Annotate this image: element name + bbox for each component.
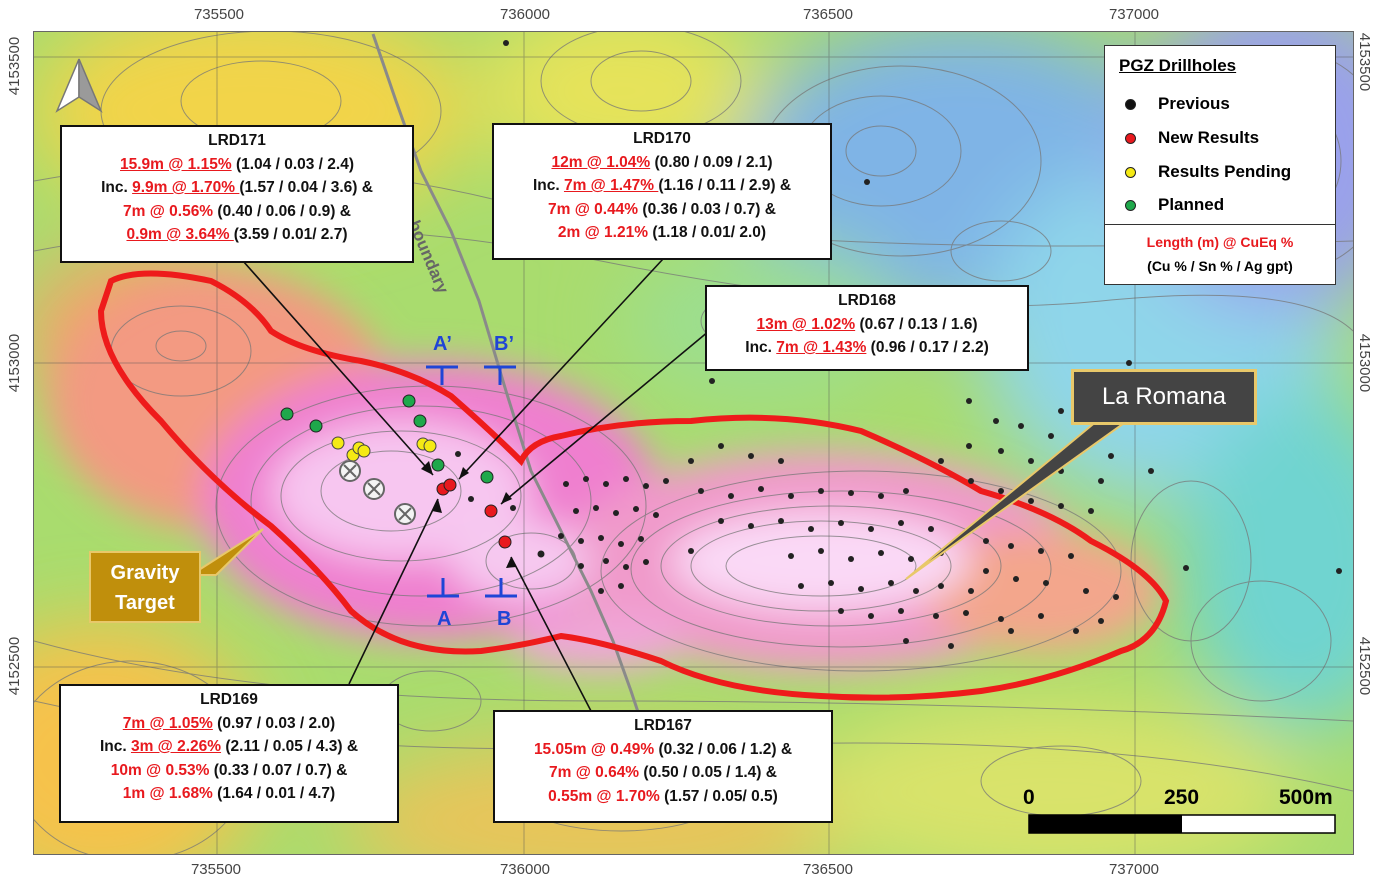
section-b-label: B xyxy=(497,608,512,630)
lrd169-interval-3: 10m @ 0.53% xyxy=(110,761,210,779)
gravity-target-line2: Target xyxy=(115,592,175,614)
x-tick-top-3: 736500 xyxy=(802,6,854,23)
lrd169-assay-2: (2.11 / 0.05 / 4.3) & xyxy=(221,738,359,755)
legend-item-previous: Previous xyxy=(1125,94,1230,114)
lrd167-interval-3: 0.55m @ 1.70% xyxy=(548,787,660,805)
lrd170-interval-3: 7m @ 0.44% xyxy=(548,200,639,218)
dot-icon xyxy=(1125,199,1136,211)
lrd171-assay-3: (0.40 / 0.06 / 0.9) & xyxy=(213,202,351,220)
lrd169-assay-4: (1.64 / 0.01 / 4.7) xyxy=(212,785,336,802)
lrd168-interval-1: 13m @ 1.02% xyxy=(756,315,856,333)
lrd170-assay-1: (0.80 / 0.09 / 2.1) xyxy=(650,153,773,171)
legend-formula-1: Length (m) @ CuEq % xyxy=(1146,234,1294,250)
lrd171-assay-4: (3.59 / 0.01/ 2.7) xyxy=(233,226,348,243)
lrd170-assay-3: (0.36 / 0.03 / 0.7) & xyxy=(638,200,776,218)
scale-label-500m: 500m xyxy=(1279,786,1333,809)
lrd171-title: LRD171 xyxy=(208,132,266,149)
x-tick-top-4: 737000 xyxy=(1108,6,1160,23)
lrd169-assay-3: (0.33 / 0.07 / 0.7) & xyxy=(209,761,348,779)
la-romana-text: La Romana xyxy=(1101,383,1227,410)
y-tick-left-2: 4153000 xyxy=(6,333,23,393)
y-tick-left-1: 4153500 xyxy=(6,36,23,96)
lrd167-assay-1: (0.32 / 0.06 / 1.2) & xyxy=(654,740,793,758)
lrd171-interval-1: 15.9m @ 1.15% xyxy=(120,155,232,173)
lrd168-title: LRD168 xyxy=(838,292,896,309)
lrd167-interval-1: 15.05m @ 0.49% xyxy=(533,740,655,758)
lrd170-title: LRD170 xyxy=(633,130,691,147)
lrd169-interval-2: 3m @ 2.26% xyxy=(130,738,222,755)
lrd168-inc-prefix: Inc. xyxy=(745,339,777,356)
callout-lrd170: LRD170 12m @ 1.04% (0.80 / 0.09 / 2.1) I… xyxy=(492,123,832,260)
legend-formula-2: (Cu % / Sn % / Ag gpt) xyxy=(1147,258,1293,274)
x-tick-bottom-4: 737000 xyxy=(1108,861,1160,878)
lrd168-interval-2: 7m @ 1.43% xyxy=(776,339,867,356)
gravity-target-line1: Gravity xyxy=(110,562,180,584)
y-tick-left-3: 4152500 xyxy=(6,636,23,696)
legend-title: PGZ Drillholes xyxy=(1119,56,1237,75)
lrd170-assay-4: (1.18 / 0.01/ 2.0) xyxy=(648,224,767,241)
scale-label-250: 250 xyxy=(1164,786,1200,809)
lrd171-interval-4: 0.9m @ 3.64% xyxy=(126,226,234,243)
gravity-target-label: Gravity Target xyxy=(89,551,201,623)
dot-icon xyxy=(1125,132,1136,144)
section-a-prime-label: A’ xyxy=(433,333,452,355)
x-tick-bottom-2: 736000 xyxy=(499,861,551,878)
section-a-label: A xyxy=(437,608,452,630)
legend: PGZ Drillholes Previous New Results Resu… xyxy=(1104,45,1336,285)
callout-lrd171: LRD171 15.9m @ 1.15% (1.04 / 0.03 / 2.4)… xyxy=(60,125,414,263)
lrd167-assay-3: (1.57 / 0.05/ 0.5) xyxy=(659,787,778,805)
x-tick-top-2: 736000 xyxy=(499,6,551,23)
lrd168-assay-2: (0.96 / 0.17 / 2.2) xyxy=(866,339,989,356)
lrd169-title: LRD169 xyxy=(200,691,258,708)
lrd167-assay-2: (0.50 / 0.05 / 1.4) & xyxy=(639,764,777,781)
legend-label-new-results: New Results xyxy=(1158,128,1260,147)
legend-item-pending: Results Pending xyxy=(1125,162,1291,182)
legend-label-planned: Planned xyxy=(1158,195,1225,214)
legend-label-previous: Previous xyxy=(1158,94,1230,113)
legend-divider xyxy=(1105,224,1335,225)
lrd170-interval-2: 7m @ 1.47% xyxy=(563,177,659,194)
y-tick-right-2: 4153000 xyxy=(1356,333,1373,393)
lrd171-interval-2: 9.9m @ 1.70% xyxy=(132,179,240,196)
lrd171-assay-2: (1.57 / 0.04 / 3.6) & xyxy=(239,179,373,196)
section-b-prime-label: B’ xyxy=(494,333,514,355)
lrd171-inc-prefix: Inc. xyxy=(101,179,133,196)
legend-item-planned: Planned xyxy=(1125,195,1224,215)
x-tick-bottom-1: 735500 xyxy=(190,861,242,878)
lrd169-interval-1: 7m @ 1.05% xyxy=(122,714,213,732)
legend-label-pending: Results Pending xyxy=(1158,162,1292,181)
lrd170-interval-1: 12m @ 1.04% xyxy=(551,153,651,171)
lrd170-interval-4: 2m @ 1.21% xyxy=(557,224,649,241)
y-tick-right-1: 4153500 xyxy=(1356,32,1373,92)
lrd167-interval-2: 7m @ 0.64% xyxy=(549,764,640,781)
la-romana-label: La Romana xyxy=(1071,369,1257,425)
lrd171-assay-1: (1.04 / 0.03 / 2.4) xyxy=(231,155,354,173)
lrd170-assay-2: (1.16 / 0.11 / 2.9) & xyxy=(658,177,792,194)
lrd168-assay-1: (0.67 / 0.13 / 1.6) xyxy=(855,315,978,333)
scale-label-0: 0 xyxy=(1023,786,1035,809)
dot-icon xyxy=(1125,98,1136,110)
lrd169-assay-1: (0.97 / 0.03 / 2.0) xyxy=(212,714,336,732)
lrd170-inc-prefix: Inc. xyxy=(532,177,564,194)
dot-icon xyxy=(1125,166,1136,178)
x-tick-bottom-3: 736500 xyxy=(802,861,854,878)
callout-lrd167: LRD167 15.05m @ 0.49% (0.32 / 0.06 / 1.2… xyxy=(493,710,833,823)
lrd169-interval-4: 1m @ 1.68% xyxy=(122,785,213,802)
lrd171-interval-3: 7m @ 0.56% xyxy=(123,202,214,220)
legend-item-new-results: New Results xyxy=(1125,128,1259,148)
x-tick-top-1: 735500 xyxy=(193,6,245,23)
lrd169-inc-prefix: Inc. xyxy=(99,738,131,755)
callout-lrd168: LRD168 13m @ 1.02% (0.67 / 0.13 / 1.6) I… xyxy=(705,285,1029,371)
callout-lrd169: LRD169 7m @ 1.05% (0.97 / 0.03 / 2.0) In… xyxy=(59,684,399,823)
lrd167-title: LRD167 xyxy=(634,717,692,734)
y-tick-right-3: 4152500 xyxy=(1356,636,1373,696)
